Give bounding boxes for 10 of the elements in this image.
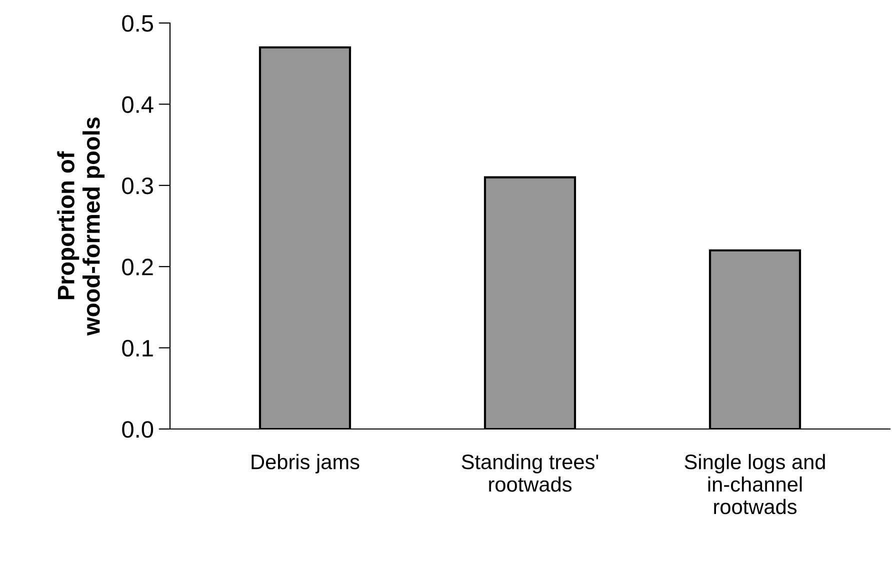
y-tick-label: 0.0 [122,421,154,438]
y-tick-label: 0.3 [122,177,153,194]
y-tick-label: 0.1 [122,340,153,357]
y-axis-title: Proportion of wood-formed pools [57,117,105,336]
y-tick-label: 0.5 [122,15,154,32]
y-tick-label: 0.4 [122,96,154,113]
x-tick-label: Debris jams [252,454,360,474]
x-tick-label: Single logs and in-channel rootwads [684,454,825,514]
x-tick-label: Standing trees' rootwads [462,454,598,492]
y-tick-label: 0.2 [122,258,153,276]
